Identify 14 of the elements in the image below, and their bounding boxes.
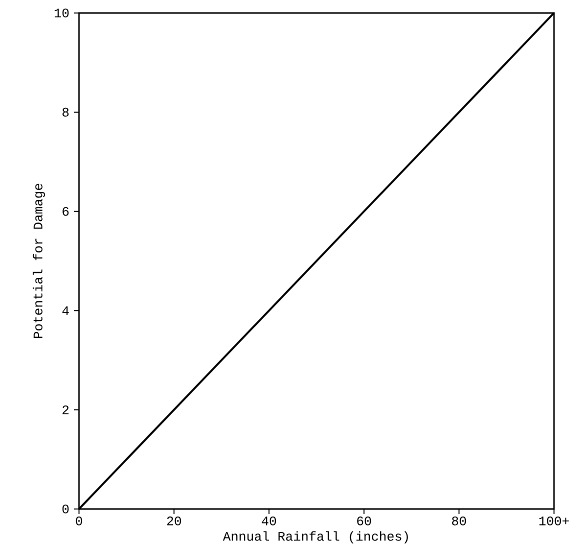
x-tick-label: 20 xyxy=(167,516,181,526)
y-tick-label: 0 xyxy=(62,504,69,514)
x-tick-label: 60 xyxy=(357,516,371,526)
y-tick-label: 4 xyxy=(62,306,69,315)
x-tick-label: 100+ xyxy=(539,516,569,526)
y-axis-title: Potential for Damage xyxy=(32,184,46,338)
y-tick-label: 8 xyxy=(62,108,69,117)
y-tick-label: 6 xyxy=(62,206,69,216)
x-axis-title: Annual Rainfall (inches) xyxy=(222,531,408,544)
y-tick-label: 10 xyxy=(54,8,69,18)
x-tick-label: 80 xyxy=(452,516,466,526)
x-tick-label: 0 xyxy=(76,516,82,526)
x-tick-label: 40 xyxy=(262,516,276,526)
y-tick-label: 2 xyxy=(62,405,69,414)
